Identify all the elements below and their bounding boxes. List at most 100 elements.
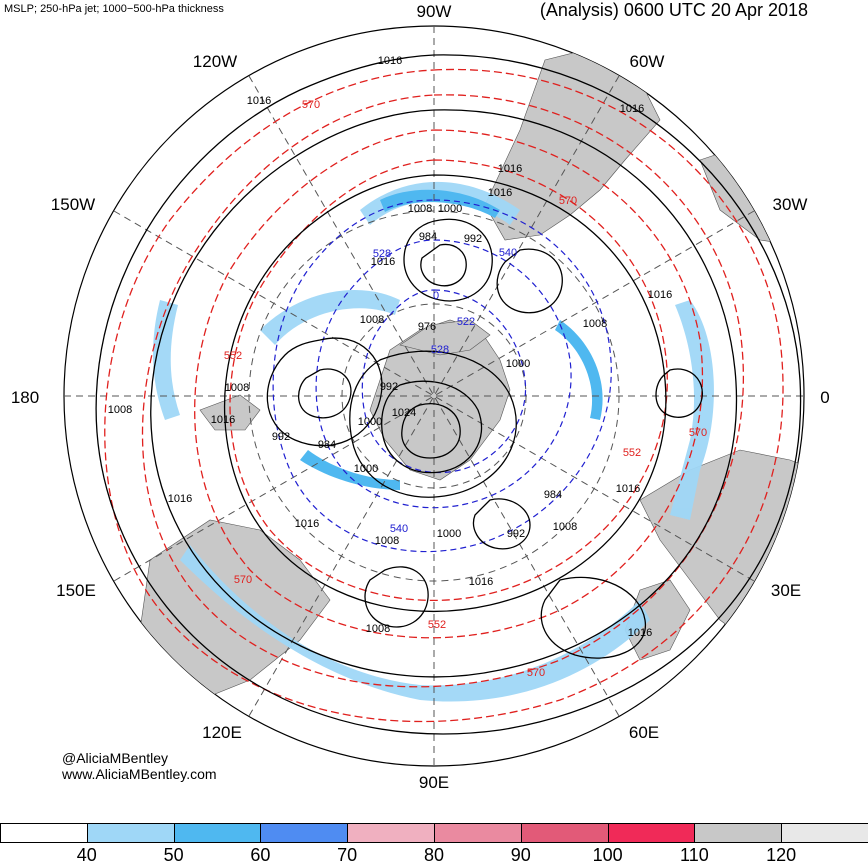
mslp-label: 992 bbox=[507, 528, 525, 540]
thickness-label-blue: 540 bbox=[499, 247, 517, 259]
mslp-label: 1016 bbox=[378, 55, 402, 67]
mslp-label: 1000 bbox=[438, 203, 462, 215]
mslp-label: 984 bbox=[318, 439, 336, 451]
mslp-label: 1016 bbox=[628, 627, 652, 639]
lon-label-90e: 90E bbox=[419, 773, 449, 792]
mslp-label: 1000 bbox=[358, 416, 382, 428]
analysis-title: (Analysis) 0600 UTC 20 Apr 2018 bbox=[539, 0, 808, 20]
mslp-label: 1016 bbox=[168, 493, 192, 505]
mslp-label: 1008 bbox=[408, 203, 432, 215]
colorbar-segment bbox=[347, 824, 434, 842]
polar-map: 1016 1016 1016 1016 1016 1016 1016 1016 … bbox=[11, 2, 830, 792]
thickness-label-red: 570 bbox=[302, 99, 320, 111]
arctic-islands-land bbox=[399, 319, 491, 356]
thickness-label-blue: 528 bbox=[373, 248, 391, 260]
colorbar-segment bbox=[86, 824, 174, 842]
mslp-label: 1000 bbox=[354, 463, 378, 475]
lon-label-150w: 150W bbox=[51, 195, 95, 214]
thickness-label-red: 570 bbox=[689, 427, 707, 439]
credit-block: @AliciaMBentley www.AliciaMBentley.com bbox=[62, 750, 217, 782]
colorbar-segment bbox=[520, 824, 608, 842]
colorbar-segment bbox=[260, 824, 348, 842]
mslp-label: 1024 bbox=[392, 407, 416, 419]
thickness-red-contours bbox=[104, 68, 784, 723]
fields-title: MSLP; 250-hPa jet; 1000−500-hPa thicknes… bbox=[4, 3, 224, 15]
thickness-label-red: 552 bbox=[428, 619, 446, 631]
credit-handle: @AliciaMBentley bbox=[62, 750, 169, 766]
lon-label-30w: 30W bbox=[773, 195, 808, 214]
lon-label-120e: 120E bbox=[202, 723, 242, 742]
mslp-label: 1008 bbox=[553, 521, 577, 533]
colorbar-tick-label: 40 bbox=[76, 845, 97, 865]
mslp-label: 1008 bbox=[583, 318, 607, 330]
mslp-label: 1000 bbox=[437, 528, 461, 540]
thickness-blue-contours bbox=[272, 199, 612, 553]
thickness-label-red: 552 bbox=[224, 350, 242, 362]
thickness-label-red: 570 bbox=[234, 574, 252, 586]
thickness-label-blue: 528 bbox=[431, 344, 449, 356]
longitude-labels: 90W 60W 30W 0 30E 60E 90E 120E 150E 180 … bbox=[11, 2, 830, 792]
colorbar-tick-label: 100 bbox=[592, 845, 623, 865]
mslp-label: 1016 bbox=[469, 576, 493, 588]
colorbar-segment bbox=[0, 824, 87, 842]
colorbar-segment bbox=[173, 824, 261, 842]
mslp-isobars bbox=[95, 54, 802, 735]
mslp-label: 992 bbox=[380, 381, 398, 393]
colorbar-segment bbox=[694, 824, 782, 842]
colorbar-tick-label: 90 bbox=[510, 845, 531, 865]
lon-label-60w: 60W bbox=[630, 52, 665, 71]
mslp-label: 1016 bbox=[211, 414, 235, 426]
thickness-label-blue: 522 bbox=[457, 316, 475, 328]
colorbar-tick-label: 50 bbox=[163, 845, 184, 865]
mslp-label: 1008 bbox=[366, 623, 390, 635]
thickness-label-red: 552 bbox=[623, 447, 641, 459]
lon-label-180: 180 bbox=[11, 388, 39, 407]
colorbar-tick-label: 120 bbox=[766, 845, 797, 865]
lon-label-60e: 60E bbox=[629, 723, 659, 742]
thickness-label-red: 570 bbox=[527, 667, 545, 679]
jet-band-inner bbox=[260, 290, 400, 345]
mslp-label: 992 bbox=[272, 431, 290, 443]
colorbar-tick-label: 80 bbox=[423, 845, 445, 865]
lon-label-90w: 90W bbox=[417, 2, 452, 21]
mslp-label: 1016 bbox=[295, 518, 319, 530]
mslp-label: 1000 bbox=[506, 358, 530, 370]
mslp-label: 1016 bbox=[648, 289, 672, 301]
graticule bbox=[64, 26, 804, 766]
colorbar-segment bbox=[607, 824, 695, 842]
lon-label-150e: 150E bbox=[56, 581, 96, 600]
jet-band-west bbox=[153, 300, 180, 420]
lon-label-120w: 120W bbox=[193, 52, 237, 71]
mslp-label: 1016 bbox=[616, 483, 640, 495]
lon-label-30e: 30E bbox=[771, 581, 801, 600]
credit-website: www.AliciaMBentley.com bbox=[62, 766, 217, 782]
mslp-label: 1016 bbox=[498, 163, 522, 175]
mslp-label: 1008 bbox=[375, 535, 399, 547]
mslp-label: 984 bbox=[419, 231, 437, 243]
mslp-label: 1016 bbox=[488, 187, 512, 199]
mslp-label: 1008 bbox=[225, 382, 249, 394]
mslp-label: 1016 bbox=[371, 256, 395, 268]
colorbar bbox=[0, 823, 868, 843]
colorbar-segment bbox=[433, 824, 521, 842]
jet-band-east bbox=[670, 300, 714, 520]
thickness-label-blue: 0 bbox=[433, 290, 439, 302]
contour-labels: 1016 1016 1016 1016 1016 1016 1016 1016 … bbox=[108, 55, 707, 679]
lon-label-0: 0 bbox=[820, 388, 829, 407]
mslp-label: 1016 bbox=[620, 103, 644, 115]
mslp-label: 1016 bbox=[247, 95, 271, 107]
thickness-label-blue: 540 bbox=[390, 523, 408, 535]
colorbar-tick-label: 70 bbox=[337, 845, 358, 865]
colorbar-segment bbox=[781, 824, 868, 842]
europe-land bbox=[639, 449, 804, 651]
jet-band-north bbox=[360, 181, 520, 225]
mslp-label: 1008 bbox=[360, 314, 384, 326]
mslp-label: 984 bbox=[544, 489, 562, 501]
mslp-label: 1008 bbox=[108, 404, 132, 416]
colorbar-tick-label: 110 bbox=[680, 845, 709, 865]
mslp-label: 976 bbox=[418, 321, 436, 333]
thickness-label-red: 570 bbox=[559, 195, 577, 207]
mslp-label: 992 bbox=[464, 233, 482, 245]
jet-shading bbox=[153, 181, 714, 702]
colorbar-labels: 40 50 60 70 80 90 100 110 120 bbox=[0, 845, 868, 865]
